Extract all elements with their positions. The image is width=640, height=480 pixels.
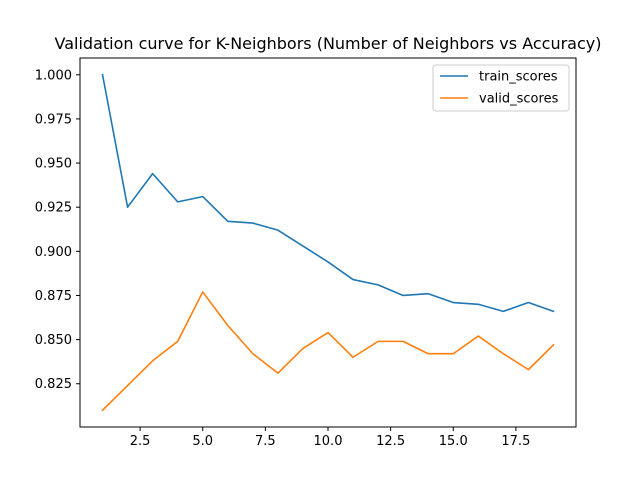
y-tick-label: 0.875 — [35, 289, 72, 304]
x-tick-label: 15.0 — [439, 434, 468, 449]
y-axis: 0.825 0.850 0.875 0.900 0.925 0.950 0.975 1.000 — [35, 68, 80, 392]
plot-lines — [101, 73, 555, 412]
y-tick-label: 1.000 — [35, 68, 72, 83]
chart-title: Validation curve for K-Neighbors (Number… — [55, 34, 602, 53]
y-tick-label: 0.825 — [35, 377, 72, 392]
y-tick-label: 0.925 — [35, 201, 72, 216]
legend-label-train-scores: train_scores — [479, 70, 558, 85]
legend-label-valid-scores: valid_scores — [479, 92, 559, 107]
x-tick-label: 12.5 — [376, 434, 405, 449]
x-axis: 2.5 5.0 7.5 10.0 12.5 15.0 17.5 — [130, 427, 530, 449]
x-tick-label: 7.5 — [255, 434, 276, 449]
plot-frame — [79, 57, 577, 428]
y-tick-label: 0.975 — [35, 112, 72, 127]
x-tick-label: 2.5 — [130, 434, 151, 449]
x-tick-label: 10.0 — [314, 434, 343, 449]
series-line-valid-scores — [101, 291, 555, 412]
y-tick-label: 0.950 — [35, 157, 72, 172]
x-tick-label: 5.0 — [192, 434, 213, 449]
y-tick-label: 0.850 — [35, 333, 72, 348]
x-tick-label: 17.5 — [501, 434, 530, 449]
y-tick-label: 0.900 — [35, 245, 72, 260]
legend: train_scores valid_scores — [432, 64, 570, 112]
